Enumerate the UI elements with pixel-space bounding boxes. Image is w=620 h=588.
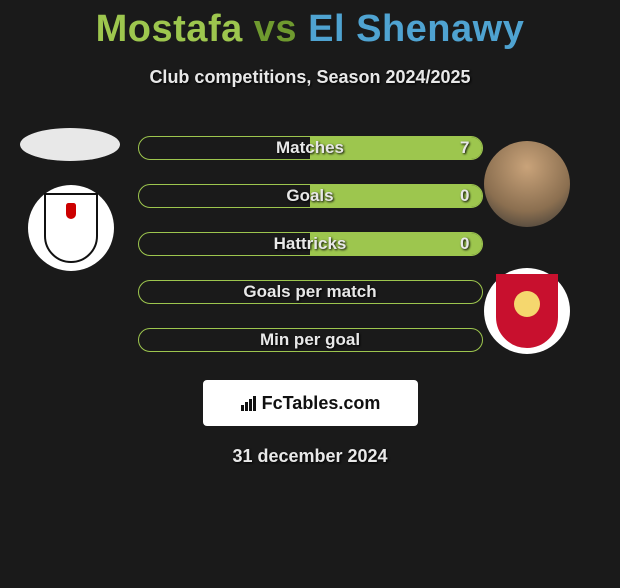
brand-box: FcTables.com bbox=[203, 380, 418, 426]
club-badge-left-shield bbox=[44, 193, 98, 263]
stat-value-right: 0 bbox=[460, 234, 469, 254]
player-left-avatar bbox=[20, 128, 120, 161]
bar-chart-icon bbox=[240, 394, 258, 412]
date: 31 december 2024 bbox=[0, 446, 620, 467]
stats-panel: Matches 7 Goals 0 Hattricks 0 Goals per … bbox=[138, 136, 483, 352]
stat-label: Goals per match bbox=[243, 282, 376, 302]
stat-row-hattricks: Hattricks 0 bbox=[138, 232, 483, 256]
stat-row-min-per-goal: Min per goal bbox=[138, 328, 483, 352]
subtitle: Club competitions, Season 2024/2025 bbox=[0, 67, 620, 88]
club-badge-right bbox=[484, 268, 570, 354]
title-player-right: El Shenawy bbox=[308, 8, 524, 50]
stat-value-right: 0 bbox=[460, 186, 469, 206]
club-badge-left bbox=[28, 185, 114, 271]
title-vs: vs bbox=[254, 8, 297, 50]
title-player-left: Mostafa bbox=[96, 8, 243, 50]
stat-label: Goals bbox=[286, 186, 333, 206]
player-right-avatar bbox=[484, 141, 570, 227]
stat-label: Hattricks bbox=[274, 234, 347, 254]
club-badge-right-shield bbox=[496, 274, 558, 348]
stat-label: Matches bbox=[276, 138, 344, 158]
stat-value-right: 7 bbox=[460, 138, 469, 158]
stat-row-goals: Goals 0 bbox=[138, 184, 483, 208]
stat-label: Min per goal bbox=[260, 330, 360, 350]
stat-row-matches: Matches 7 bbox=[138, 136, 483, 160]
brand-text: FcTables.com bbox=[262, 393, 381, 414]
stat-fill bbox=[310, 185, 482, 207]
page-title: Mostafa vs El Shenawy bbox=[0, 8, 620, 51]
stat-row-goals-per-match: Goals per match bbox=[138, 280, 483, 304]
